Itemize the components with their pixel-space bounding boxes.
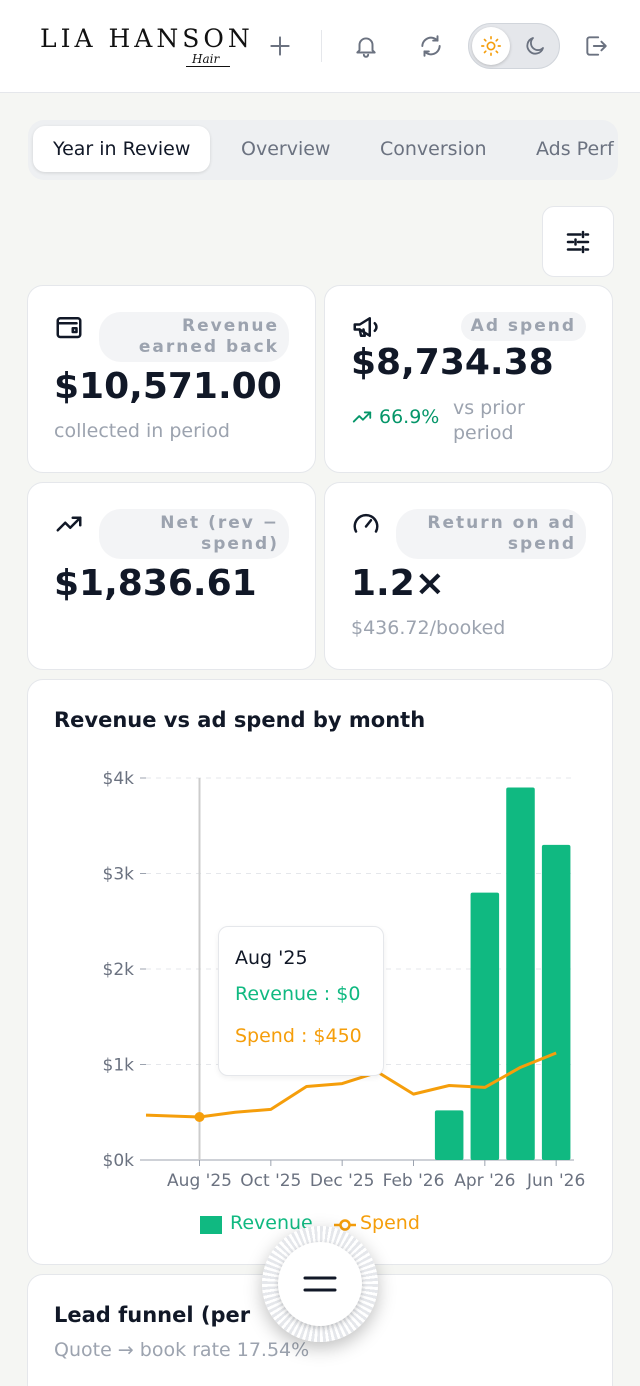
kpi-subtext: $436.72/booked (351, 617, 506, 639)
plus-icon (270, 36, 290, 56)
spend-point-active (194, 1112, 205, 1123)
refresh-button[interactable] (411, 24, 451, 68)
moon-icon (523, 34, 547, 58)
trend-up-icon (352, 411, 372, 423)
logout-icon (586, 36, 607, 56)
revenue-spend-chart[interactable]: $0k $1k $2k $3k $4k Aug '25 Oct '25 Dec '25 Feb … (28, 680, 614, 1266)
theme-toggle[interactable] (468, 23, 560, 69)
kpi-value: 1.2× (351, 563, 445, 604)
kpi-label: Return on ad spend (396, 509, 586, 559)
megaphone-icon (351, 312, 381, 342)
legend-spend-marker (334, 1219, 356, 1231)
trend-note: vs prior period (453, 397, 525, 444)
kpi-card-roas: Return on ad spend 1.2× $436.72/booked (324, 482, 613, 670)
kpi-trend: 66.9% (351, 406, 439, 428)
revenue-bar (506, 787, 535, 1160)
kpi-subtext: collected in period (54, 420, 230, 442)
header-divider (321, 30, 322, 62)
tab-ads-performance[interactable]: Ads Perf (536, 138, 614, 160)
trending-up-icon (54, 509, 84, 539)
x-tick-label: Jun '26 (526, 1171, 585, 1191)
tab-overview[interactable]: Overview (241, 138, 331, 160)
gauge-icon (351, 509, 381, 539)
kpi-value: $10,571.00 (54, 366, 282, 407)
legend-spend[interactable]: Spend (360, 1212, 420, 1234)
y-tick-label: $3k (103, 865, 135, 885)
tooltip-revenue: Revenue : $0 (235, 983, 361, 1005)
kpi-card-revenue: Revenue earned back $10,571.00 collected… (27, 285, 316, 473)
kpi-value: $8,734.38 (351, 342, 554, 383)
chart-title: Revenue vs ad spend by month (54, 708, 426, 732)
x-tick-label: Feb '26 (383, 1171, 445, 1191)
bell-icon (356, 37, 376, 58)
legend-revenue[interactable]: Revenue (230, 1212, 313, 1234)
kpi-label: Revenue earned back (99, 312, 289, 362)
filter-button[interactable] (542, 206, 614, 277)
app-header: LIA HANSON Hair (0, 0, 640, 93)
logo-signature: Hair (185, 52, 231, 67)
kpi-value: $1,836.61 (54, 563, 257, 604)
brand-logo[interactable]: LIA HANSON Hair (40, 24, 254, 72)
logout-button[interactable] (576, 24, 616, 68)
kpi-label: Ad spend (460, 312, 586, 341)
revenue-bar (470, 892, 500, 1160)
tab-year-in-review[interactable]: Year in Review (33, 126, 211, 172)
funnel-title: Lead funnel (per (54, 1303, 251, 1327)
menu-icon (303, 1276, 337, 1292)
y-tick-label: $4k (103, 769, 135, 789)
tab-conversion[interactable]: Conversion (380, 138, 487, 160)
trend-value: 66.9% (379, 406, 440, 428)
tab-bar: Year in Review Overview Conversion Ads P… (28, 120, 618, 180)
menu-fab-inner (278, 1242, 362, 1326)
y-tick-label: $2k (103, 960, 135, 980)
refresh-icon (421, 35, 441, 57)
menu-fab[interactable] (262, 1226, 378, 1342)
kpi-card-ad-spend: Ad spend $8,734.38 66.9% vs prior period (324, 285, 613, 473)
kpi-label: Net (rev − spend) (99, 509, 289, 559)
kpi-card-net: Net (rev − spend) $1,836.61 (27, 482, 316, 670)
add-button[interactable] (260, 24, 300, 68)
x-tick-label: Apr '26 (454, 1171, 515, 1191)
y-tick-label: $1k (103, 1056, 135, 1076)
logo-name: LIA HANSON (40, 24, 254, 53)
tooltip-spend: Spend : $450 (235, 1025, 362, 1047)
funnel-subtitle: Quote → book rate 17.54% (54, 1339, 310, 1361)
sun-icon (481, 36, 501, 56)
x-tick-label: Aug '25 (167, 1171, 232, 1191)
legend-revenue-swatch (200, 1216, 222, 1234)
wallet-icon (54, 312, 84, 342)
x-tick-label: Dec '25 (310, 1171, 375, 1191)
revenue-bar (541, 844, 571, 1160)
spend-line (145, 1051, 557, 1119)
y-tick-label: $0k (103, 1151, 135, 1171)
tooltip-title: Aug '25 (235, 947, 308, 969)
x-tick-label: Oct '25 (240, 1171, 301, 1191)
chart-card: Revenue vs ad spend by month $0k $1k $2k $3… (27, 679, 613, 1265)
chart-tooltip: Aug '25 Revenue : $0 Spend : $450 (218, 926, 384, 1076)
notifications-button[interactable] (346, 24, 386, 68)
sliders-icon (566, 230, 590, 253)
revenue-bar (434, 1110, 464, 1160)
theme-knob (472, 27, 510, 65)
